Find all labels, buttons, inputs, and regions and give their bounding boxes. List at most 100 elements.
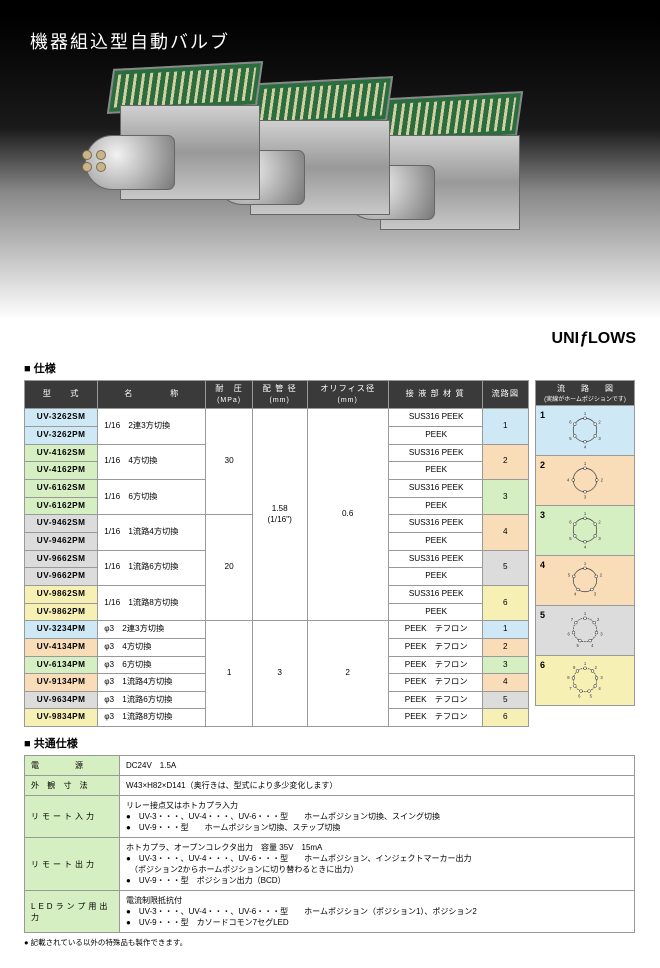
table-row: UV-3262SM1/16 2連3方切換301.58(1/16")0.6SUS3… [25, 409, 529, 427]
common-value: リレー接点又はホトカプラ入力● UV-3・・・、UV-4・・・、UV-6・・・型… [120, 796, 635, 838]
svg-text:4: 4 [598, 686, 601, 691]
orifice-cell: 2 [307, 621, 388, 727]
name-cell: φ3 1流路8方切換 [98, 709, 206, 727]
model-cell: UV-9834PM [25, 709, 98, 727]
diagram-ref-cell: 6 [482, 709, 529, 727]
pipe-cell: 1.58(1/16") [252, 409, 307, 621]
svg-text:5: 5 [590, 693, 593, 698]
diagram-ref-cell: 6 [482, 585, 529, 620]
svg-text:1: 1 [584, 510, 587, 515]
svg-text:6: 6 [569, 419, 572, 424]
svg-text:2: 2 [601, 477, 604, 482]
svg-text:2: 2 [597, 617, 600, 622]
svg-text:5: 5 [569, 436, 572, 441]
svg-text:2: 2 [598, 519, 601, 524]
svg-text:4: 4 [567, 477, 570, 482]
common-key: リモート入力 [25, 796, 120, 838]
model-cell: UV-6162PM [25, 497, 98, 515]
diagram-ref-cell: 2 [482, 444, 529, 479]
material-cell: PEEK テフロン [388, 656, 482, 674]
material-cell: PEEK テフロン [388, 638, 482, 656]
footnote: ● 記載されている以外の特殊品も製作できます。 [24, 937, 636, 948]
material-cell: PEEK [388, 568, 482, 586]
svg-text:2: 2 [598, 419, 601, 424]
diagram-ref-cell: 4 [482, 674, 529, 692]
svg-text:3: 3 [584, 494, 587, 499]
diagram-ref-cell: 3 [482, 479, 529, 514]
diagram-table: 流 路 図(実線がホームポジションです)11234562123431234564… [535, 380, 635, 706]
brand-row: UNIƒLOWS [0, 320, 660, 352]
common-value: ホトカプラ、オープンコレクタ出力 容量 35V 15mA● UV-3・・・、UV… [120, 838, 635, 891]
diagram-ref-cell: 1 [482, 409, 529, 444]
model-cell: UV-4134PM [25, 638, 98, 656]
common-value: DC24V 1.5A [120, 756, 635, 776]
spec-table: 型 式名 称 耐 圧(MPa) 配 管 径(mm) オリフィス径(mm) 接 液… [24, 380, 529, 727]
brand-logo: UNIƒLOWS [552, 330, 636, 348]
model-cell: UV-9462PM [25, 532, 98, 550]
spec-section-label: ■ 仕様 [24, 360, 636, 376]
diagram-ref-cell: 5 [482, 550, 529, 585]
table-row: UV-3234PMφ3 2連3方切換132PEEK テフロン1 [25, 621, 529, 639]
model-cell: UV-4162PM [25, 462, 98, 480]
pressure-cell: 20 [206, 515, 252, 621]
material-cell: PEEK テフロン [388, 709, 482, 727]
svg-text:2: 2 [595, 664, 598, 669]
material-cell: PEEK [388, 426, 482, 444]
svg-text:9: 9 [573, 664, 576, 669]
svg-text:5: 5 [577, 642, 580, 647]
material-cell: SUS316 PEEK [388, 409, 482, 427]
svg-text:3: 3 [594, 591, 597, 596]
common-row: 外 観 寸 法W43×H82×D141（奥行きは、型式により多少変化します） [25, 776, 635, 796]
svg-text:3: 3 [598, 436, 601, 441]
svg-text:1: 1 [584, 660, 587, 665]
common-key: LEDランプ用出力 [25, 891, 120, 933]
svg-text:8: 8 [567, 674, 570, 679]
svg-text:3: 3 [598, 536, 601, 541]
common-key: 外 観 寸 法 [25, 776, 120, 796]
name-cell: φ3 1流路4方切換 [98, 674, 206, 692]
name-cell: φ3 6方切換 [98, 656, 206, 674]
material-cell: PEEK [388, 532, 482, 550]
orifice-cell: 0.6 [307, 409, 388, 621]
svg-text:4: 4 [584, 444, 587, 449]
diagram-cell: 51234567 [536, 606, 635, 656]
material-cell: SUS316 PEEK [388, 515, 482, 533]
diagram-cell: 21234 [536, 456, 635, 506]
common-key: 電 源 [25, 756, 120, 776]
common-section-label: ■ 共通仕様 [24, 735, 636, 751]
name-cell: φ3 2連3方切換 [98, 621, 206, 639]
pipe-cell: 3 [252, 621, 307, 727]
svg-text:5: 5 [568, 572, 571, 577]
diagram-cell: 412345 [536, 556, 635, 606]
model-cell: UV-9662PM [25, 568, 98, 586]
name-cell: 1/16 2連3方切換 [98, 409, 206, 444]
model-cell: UV-3262SM [25, 409, 98, 427]
common-row: 電 源DC24V 1.5A [25, 756, 635, 776]
material-cell: PEEK テフロン [388, 621, 482, 639]
model-cell: UV-6134PM [25, 656, 98, 674]
material-cell: PEEK [388, 603, 482, 621]
diagram-cell: 6123456789 [536, 656, 635, 706]
svg-text:2: 2 [600, 572, 603, 577]
svg-text:7: 7 [571, 617, 574, 622]
svg-text:7: 7 [569, 686, 572, 691]
diagram-cell: 3123456 [536, 506, 635, 556]
name-cell: 1/16 6方切換 [98, 479, 206, 514]
model-cell: UV-9134PM [25, 674, 98, 692]
diagram-ref-cell: 2 [482, 638, 529, 656]
name-cell: 1/16 4方切換 [98, 444, 206, 479]
svg-text:4: 4 [591, 642, 594, 647]
svg-text:6: 6 [569, 519, 572, 524]
name-cell: φ3 4方切換 [98, 638, 206, 656]
svg-text:6: 6 [567, 631, 570, 636]
model-cell: UV-9462SM [25, 515, 98, 533]
material-cell: PEEK テフロン [388, 674, 482, 692]
svg-text:5: 5 [569, 536, 572, 541]
svg-text:1: 1 [584, 610, 587, 615]
page-title: 機器組込型自動バルブ [30, 28, 630, 54]
svg-text:3: 3 [600, 674, 603, 679]
material-cell: PEEK [388, 462, 482, 480]
model-cell: UV-9662SM [25, 550, 98, 568]
common-row: リモート出力ホトカプラ、オープンコレクタ出力 容量 35V 15mA● UV-3… [25, 838, 635, 891]
model-cell: UV-3262PM [25, 426, 98, 444]
